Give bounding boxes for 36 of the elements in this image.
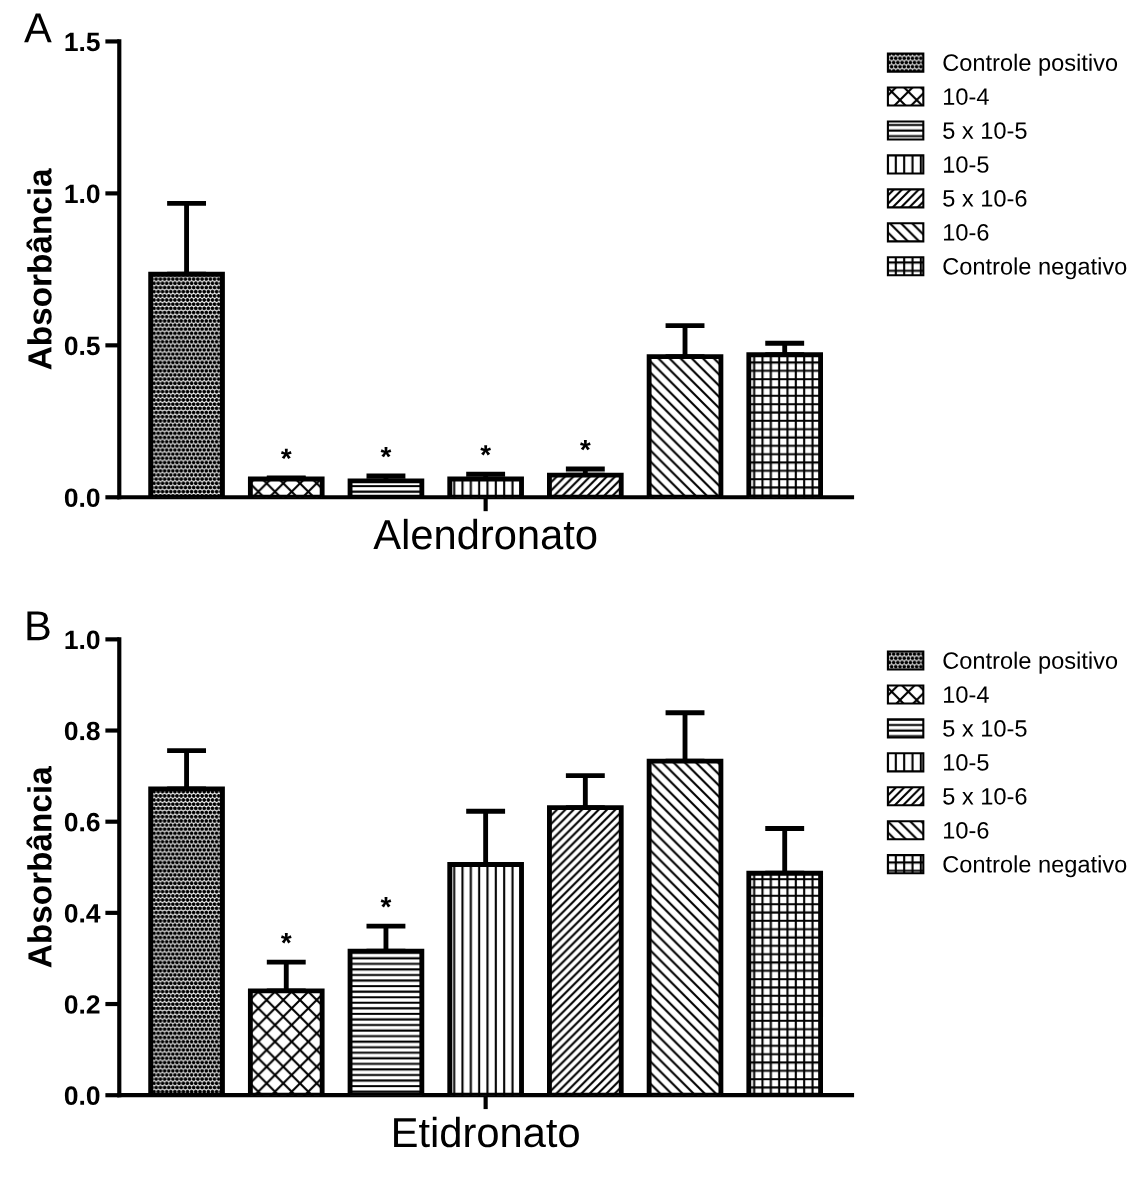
data-label: * — [580, 439, 591, 451]
data-label: * — [280, 933, 292, 944]
y-tick-label: 1.0 — [65, 184, 100, 204]
legend-label: Controle positivo — [943, 651, 1118, 674]
y-tick-label: 1.0 — [65, 630, 100, 650]
y-tick-label: 0.0 — [64, 488, 100, 508]
chart-title: B — [27, 611, 50, 641]
y-tick-label: 0.2 — [64, 995, 100, 1014]
legend-label: 10-6 — [944, 224, 989, 241]
legend-label: 10-4 — [944, 88, 989, 105]
legend-label: 10-6 — [944, 821, 989, 839]
legend-label: Controle negativo — [943, 257, 1127, 280]
legend-label: Controle negativo — [943, 855, 1127, 878]
legend-label: 5 x 10-6 — [943, 190, 1027, 207]
y-tick-label: 0.6 — [64, 812, 100, 832]
x-axis-title: Etidronato — [394, 1116, 579, 1148]
y-tick-label: 0.0 — [64, 1086, 100, 1106]
y-tick-label: 0.4 — [64, 904, 101, 923]
x-axis-title: Alendronato — [373, 518, 597, 550]
y-axis-title: Absorbância — [26, 766, 52, 968]
legend-label: 5 x 10-5 — [943, 720, 1027, 737]
legend-label: 10-5 — [944, 754, 989, 771]
y-tick-label: 0.8 — [64, 721, 100, 741]
chart-title: A — [24, 13, 52, 43]
data-label: * — [480, 445, 492, 456]
legend-label: 5 x 10-5 — [943, 122, 1027, 139]
y-tick-label: 1.5 — [65, 32, 100, 52]
data-label: * — [380, 446, 392, 458]
legend-label: 10-4 — [944, 686, 989, 703]
legend-label: 10-5 — [944, 156, 989, 173]
y-tick-label: 0.5 — [64, 336, 100, 356]
y-axis-title: Absorbância — [26, 168, 52, 370]
data-label: * — [280, 448, 292, 460]
legend-label: Controle positivo — [943, 53, 1118, 76]
legend-label: 5 x 10-6 — [943, 788, 1027, 805]
data-label: * — [380, 897, 392, 908]
